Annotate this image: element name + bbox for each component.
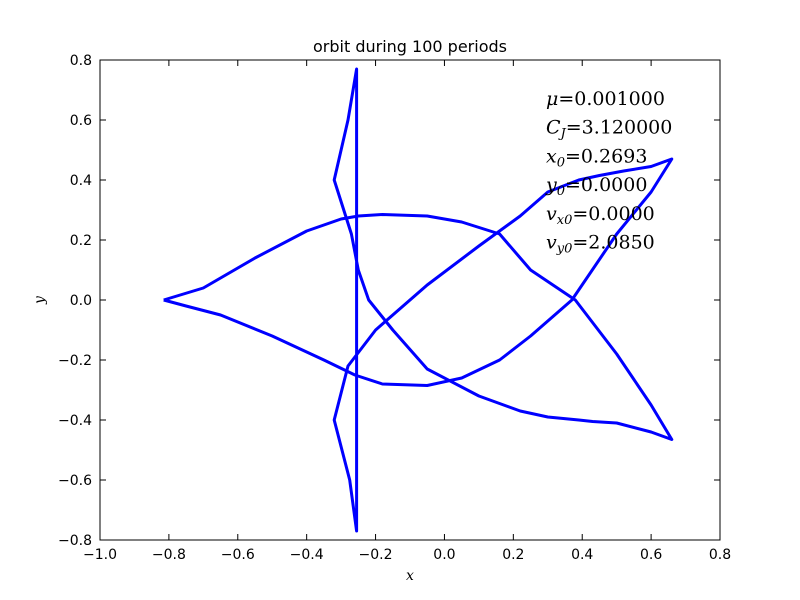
annotation-line: vy0=2.0850 (546, 232, 655, 257)
annotation-line: y0=0.0000 (545, 174, 647, 199)
x-axis: −1.0 −0.8 −0.6 −0.4 −0.2 0.0 0.2 0.4 0.6 0.8 (83, 60, 731, 563)
y-tick-label: 0.0 (70, 293, 92, 309)
x-tick-label: 0.0 (433, 547, 455, 563)
annotation-line: μ=0.001000 (546, 88, 665, 110)
orbit-line-0 (163, 67, 674, 533)
x-tick-label: −1.0 (83, 547, 117, 563)
x-tick-label: −0.4 (290, 547, 324, 563)
x-tick-label: −0.2 (359, 547, 393, 563)
parameter-annotations: μ=0.001000 CJ=3.120000 x0=0.2693 y0=0.0000 v… (545, 88, 672, 257)
y-tick-label: −0.2 (58, 353, 92, 369)
y-tick-label: −0.4 (58, 413, 92, 429)
annotation-line: x0=0.2693 (546, 145, 647, 170)
chart-title: orbit during 100 periods (313, 37, 507, 56)
x-tick-label: 0.8 (709, 547, 731, 563)
orbit-series (163, 67, 674, 533)
y-axis-label: y (32, 295, 48, 305)
y-tick-label: 0.8 (70, 53, 92, 69)
x-tick-label: 0.6 (640, 547, 662, 563)
y-tick-label: 0.4 (70, 173, 92, 189)
y-tick-label: −0.6 (58, 473, 92, 489)
x-tick-label: 0.4 (571, 547, 593, 563)
x-tick-label: −0.8 (152, 547, 186, 563)
x-axis-label: x (406, 568, 414, 584)
x-tick-label: 0.2 (502, 547, 524, 563)
y-axis: −0.8 −0.6 −0.4 −0.2 0.0 0.2 0.4 0.6 0.8 (58, 53, 720, 549)
x-tick-label: −0.6 (221, 547, 255, 563)
y-tick-label: 0.2 (70, 233, 92, 249)
annotation-line: CJ=3.120000 (546, 117, 672, 142)
y-tick-label: 0.6 (70, 113, 92, 129)
y-tick-label: −0.8 (58, 533, 92, 549)
annotation-line: vx0=0.0000 (546, 203, 655, 228)
